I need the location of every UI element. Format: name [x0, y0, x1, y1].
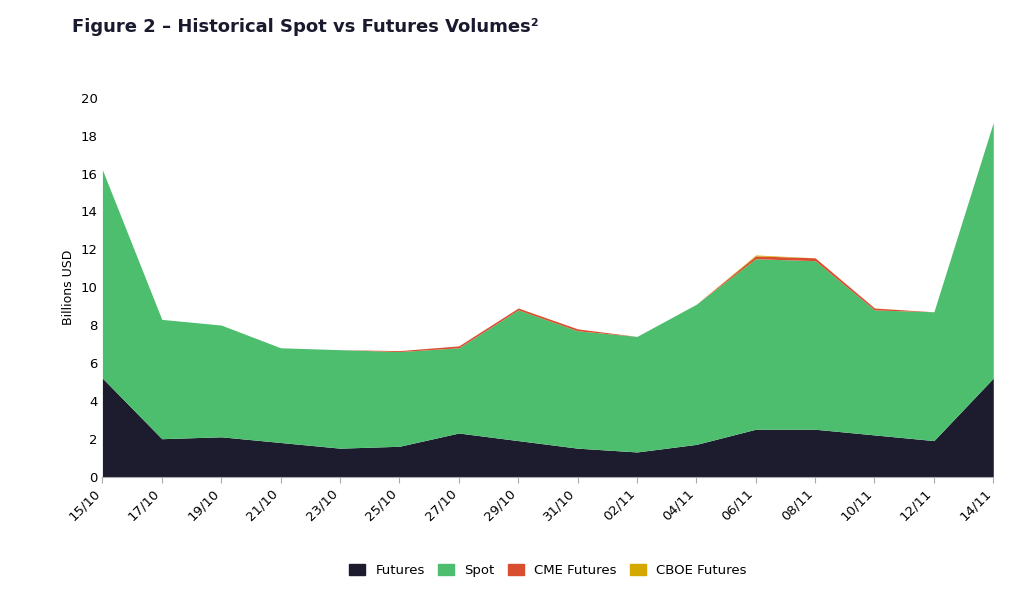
Y-axis label: Billions USD: Billions USD — [62, 249, 75, 325]
Text: Figure 2 – Historical Spot vs Futures Volumes²: Figure 2 – Historical Spot vs Futures Vo… — [72, 18, 539, 36]
Legend: Futures, Spot, CME Futures, CBOE Futures: Futures, Spot, CME Futures, CBOE Futures — [342, 557, 754, 584]
